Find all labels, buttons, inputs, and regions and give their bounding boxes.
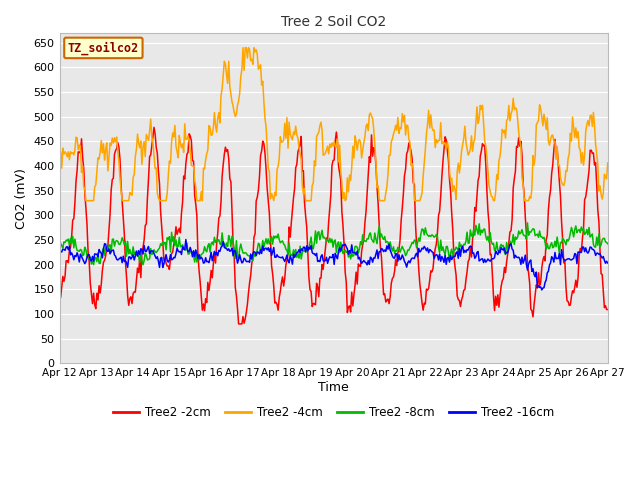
Line: Tree2 -2cm: Tree2 -2cm — [60, 127, 608, 324]
Line: Tree2 -16cm: Tree2 -16cm — [60, 240, 608, 290]
Tree2 -4cm — [318, 127, 326, 133]
Text: TZ_soilco2: TZ_soilco2 — [68, 41, 139, 55]
Tree2 -8cm — [321, 234, 328, 240]
Tree2 -4cm — [56, 166, 63, 171]
Tree2 -2cm — [507, 228, 515, 234]
X-axis label: Time: Time — [318, 381, 349, 394]
Tree2 -2cm — [593, 182, 600, 188]
Tree2 -16cm — [506, 242, 514, 248]
Tree2 -4cm — [593, 151, 600, 157]
Tree2 -8cm — [593, 234, 600, 240]
Tree2 -8cm — [90, 262, 97, 268]
Tree2 -16cm — [383, 243, 391, 249]
Tree2 -8cm — [506, 238, 514, 244]
Tree2 -2cm — [604, 307, 612, 312]
Tree2 -4cm — [604, 160, 612, 166]
Tree2 -16cm — [353, 248, 361, 254]
Tree2 -16cm — [593, 251, 600, 256]
Tree2 -2cm — [355, 261, 362, 267]
Tree2 -16cm — [56, 245, 63, 251]
Line: Tree2 -8cm: Tree2 -8cm — [60, 223, 608, 265]
Tree2 -4cm — [355, 139, 362, 144]
Title: Tree 2 Soil CO2: Tree 2 Soil CO2 — [281, 15, 386, 29]
Tree2 -4cm — [384, 171, 392, 177]
Tree2 -2cm — [384, 296, 392, 302]
Tree2 -8cm — [604, 241, 612, 247]
Line: Tree2 -4cm: Tree2 -4cm — [60, 48, 608, 201]
Tree2 -4cm — [239, 45, 247, 50]
Tree2 -4cm — [82, 198, 90, 204]
Tree2 -8cm — [383, 239, 391, 244]
Tree2 -8cm — [524, 220, 531, 226]
Tree2 -4cm — [321, 150, 329, 156]
Tree2 -16cm — [321, 258, 328, 264]
Tree2 -2cm — [321, 246, 329, 252]
Tree2 -16cm — [182, 237, 189, 242]
Y-axis label: CO2 (mV): CO2 (mV) — [15, 168, 28, 228]
Tree2 -2cm — [235, 321, 243, 327]
Tree2 -8cm — [56, 240, 63, 245]
Tree2 -16cm — [604, 260, 612, 266]
Tree2 -2cm — [150, 124, 158, 130]
Tree2 -2cm — [56, 296, 63, 301]
Tree2 -16cm — [317, 253, 325, 259]
Tree2 -8cm — [353, 244, 361, 250]
Tree2 -2cm — [318, 262, 326, 267]
Tree2 -8cm — [317, 232, 325, 238]
Tree2 -16cm — [538, 287, 546, 293]
Tree2 -4cm — [507, 111, 515, 117]
Legend: Tree2 -2cm, Tree2 -4cm, Tree2 -8cm, Tree2 -16cm: Tree2 -2cm, Tree2 -4cm, Tree2 -8cm, Tree… — [109, 401, 559, 423]
